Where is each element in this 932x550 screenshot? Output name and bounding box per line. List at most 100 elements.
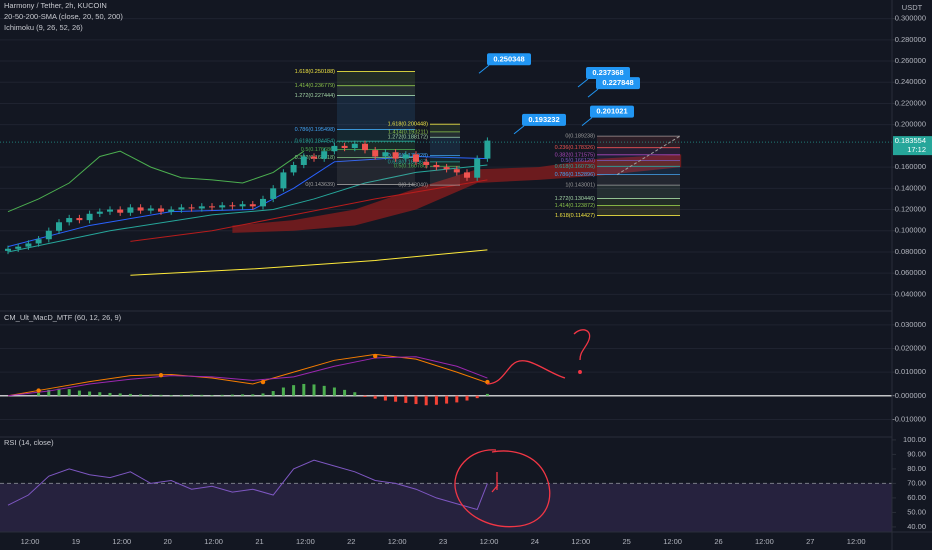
- x-tick-label: 21: [255, 537, 263, 546]
- candle-body: [127, 207, 134, 213]
- fib-zone: [337, 85, 415, 96]
- histogram-bar: [118, 393, 122, 396]
- histogram-bar: [261, 393, 265, 396]
- x-tick-label: 25: [623, 537, 631, 546]
- histogram-bar: [363, 395, 367, 397]
- candle-body: [168, 209, 175, 212]
- y-tick-label: 40.00: [907, 522, 926, 531]
- callout-box: [586, 67, 630, 80]
- histogram-bar: [159, 394, 163, 396]
- fib-zone: [430, 131, 460, 138]
- y-tick-label: 0.010000: [895, 367, 926, 376]
- x-tick-label: 12:00: [663, 537, 682, 546]
- last-price-box: [893, 136, 932, 156]
- fib-zone: [597, 174, 680, 186]
- histogram-bar: [37, 392, 41, 396]
- last-price: 0.183554: [895, 136, 926, 145]
- hand-stroke: [491, 472, 499, 493]
- callout-pointer: [587, 88, 599, 98]
- fib-label: 0.618(0.184454): [295, 139, 336, 145]
- candle-body: [382, 152, 389, 157]
- cross-marker: [260, 379, 266, 385]
- candle-body: [107, 209, 113, 212]
- histogram-bar: [434, 395, 438, 405]
- fib-label: 0(0.143639): [305, 182, 335, 188]
- fib-zone: [597, 166, 680, 175]
- candle-body: [76, 218, 83, 221]
- histogram-bar: [57, 388, 61, 396]
- y-tick-label: 0.080000: [895, 247, 926, 256]
- histogram-bar: [322, 385, 326, 396]
- histogram-bar: [230, 394, 234, 396]
- histogram-bar: [88, 391, 92, 396]
- fib-zone: [337, 141, 415, 150]
- histogram-bar: [475, 395, 479, 399]
- y-tick-label: 0.280000: [895, 35, 926, 44]
- fib-label: 0.618(0.164967): [388, 159, 429, 165]
- histogram-bar: [404, 395, 408, 403]
- histogram-bar: [343, 389, 347, 396]
- fib-zone: [597, 154, 680, 161]
- fib-label: 1.272(0.188172): [388, 135, 429, 141]
- callout-pointer: [581, 117, 593, 126]
- x-tick-label: 19: [72, 537, 80, 546]
- candle-body: [66, 218, 73, 223]
- currency-label: USDT: [902, 3, 923, 12]
- histogram-bar: [47, 389, 51, 396]
- histogram-bar: [312, 384, 316, 396]
- fib-label: 0.786(0.152896): [555, 172, 596, 178]
- candle-body: [280, 172, 287, 189]
- x-tick-label: 26: [714, 537, 722, 546]
- callout-text: 0.237368: [592, 68, 623, 77]
- indicator-line: [130, 179, 488, 242]
- histogram-bar: [220, 394, 224, 396]
- candle-body: [35, 239, 42, 244]
- callout-text: 0.250348: [493, 54, 524, 63]
- fib-label: 0.382(0.171575): [555, 152, 596, 158]
- callout-text: 0.193232: [528, 115, 559, 124]
- candle-body: [362, 143, 368, 151]
- callout-pointer: [577, 78, 589, 88]
- histogram-bar: [271, 391, 275, 396]
- histogram-bar: [414, 395, 418, 405]
- candle-body: [260, 198, 266, 207]
- fib-label: 1.414(0.193211): [388, 129, 428, 135]
- y-tick-label: 100.00: [903, 435, 926, 444]
- fib-label: 0(0.189238): [565, 134, 595, 140]
- x-tick-label: 23: [439, 537, 447, 546]
- y-tick-label: 70.00: [907, 478, 926, 487]
- y-tick-label: 0.060000: [895, 268, 926, 277]
- callout-box: [522, 113, 566, 126]
- macd-line: [7, 356, 488, 397]
- candle-body: [443, 167, 450, 170]
- question-mark: [573, 329, 591, 361]
- fib-zone: [337, 95, 415, 130]
- x-tick-label: 24: [531, 537, 539, 546]
- histogram-bar: [210, 395, 214, 396]
- histogram-bar: [67, 389, 71, 396]
- candle-body: [351, 143, 358, 149]
- candle-body: [96, 211, 103, 214]
- histogram-bar: [241, 394, 245, 396]
- fib-label: 1.272(0.227444): [295, 93, 336, 99]
- callout-box: [596, 77, 640, 90]
- fib-label: 0.5(0.166120): [561, 158, 595, 164]
- histogram-bar: [353, 392, 357, 396]
- fib-label: 1.618(0.200448): [388, 122, 429, 128]
- fib-label: 0.5(0.176686): [301, 147, 335, 153]
- histogram-bar: [98, 392, 102, 396]
- candle-body: [5, 248, 11, 251]
- x-tick-label: 12:00: [847, 537, 866, 546]
- candle-body: [86, 213, 93, 221]
- candle-body: [219, 205, 226, 208]
- indicator-label: Ichimoku (9, 26, 52, 26): [4, 23, 83, 32]
- candle-body: [423, 161, 430, 165]
- histogram-bar: [77, 390, 81, 396]
- fib-label: 0(0.143040): [398, 183, 428, 189]
- candle-body: [56, 222, 62, 231]
- macd-title: CM_Ult_MacD_MTF (60, 12, 26, 9): [4, 313, 122, 322]
- fib-zone: [337, 129, 415, 142]
- candle-body: [25, 243, 32, 247]
- fib-zone: [430, 124, 460, 132]
